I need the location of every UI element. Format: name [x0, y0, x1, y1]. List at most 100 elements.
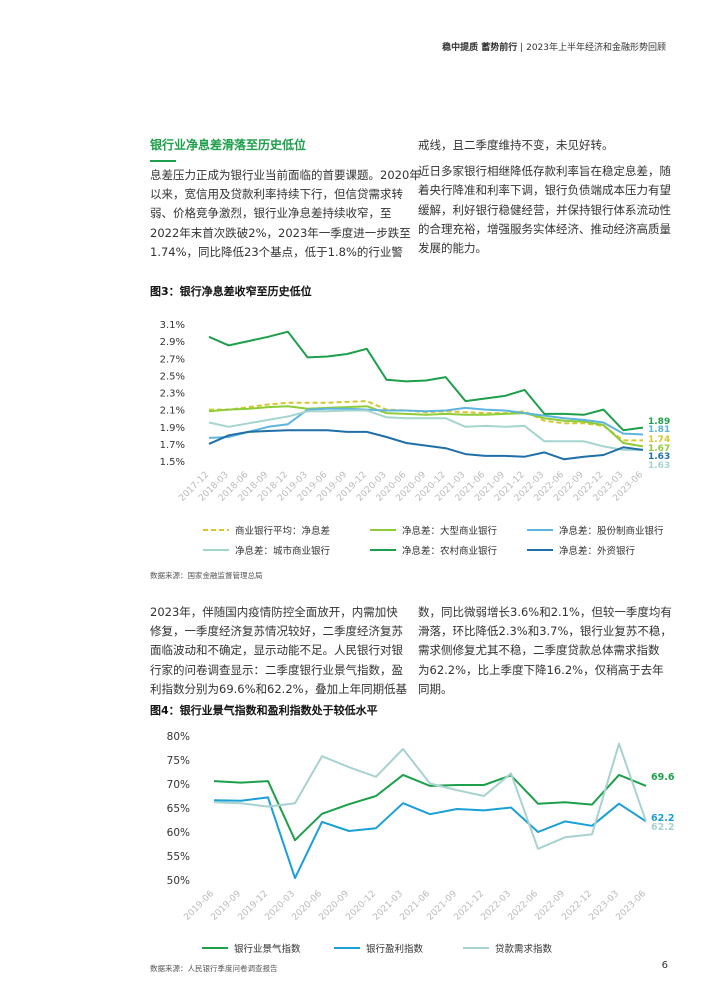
x-tick-label: 2018-06	[217, 470, 251, 504]
paragraph-right-2: 数，同比微弱增长3.6%和2.1%，但较一季度均有 滑落，环比降低2.3%和3.7…	[418, 603, 672, 699]
series-line-2	[208, 405, 644, 448]
paragraph-line: 息差压力正成为银行业当前面临的首要课题。2020年	[150, 168, 421, 182]
header-bold: 稳中提质 蓄势前行	[442, 43, 518, 53]
series-line-6	[208, 429, 644, 461]
y-tick-label: 70%	[167, 779, 190, 791]
paragraph-line: 面临波动和不确定，显示动能不足。人民银行对银	[150, 643, 403, 658]
x-tick-label: 2022-12	[572, 470, 606, 504]
x-tick-label: 2023-03	[592, 470, 626, 504]
x-tick-label: 2022-09	[533, 889, 567, 923]
x-tick-label: 2019-03	[276, 470, 310, 504]
section-rule	[150, 160, 176, 162]
x-tick-label: 2021-09	[425, 889, 459, 923]
paragraph-line: 着央行降准和利率下调，银行负债端成本压力有望	[418, 183, 671, 198]
x-tick-label: 2021-12	[493, 470, 527, 504]
paragraph-left-2: 2023年，伴随国内疫情防控全面放开，内需加快 修复，一季度经济复苏情况较好，二季…	[150, 603, 408, 699]
x-tick-label: 2020-06	[290, 889, 324, 923]
x-tick-label: 2021-09	[473, 470, 507, 504]
x-tick-label: 2018-09	[237, 470, 271, 504]
series-end-label: 1.89	[648, 417, 670, 427]
series-end-label: 1.63	[648, 461, 670, 471]
x-tick-label: 2020-09	[317, 889, 351, 923]
paragraph-line: 的合理充裕，增强服务实体经济、推动经济高质量	[418, 221, 671, 236]
x-tick-label: 2019-12	[335, 470, 369, 504]
x-tick-label: 2022-06	[533, 470, 567, 504]
x-tick-label: 2020-06	[375, 470, 409, 504]
legend-label: 银行业景气指数	[234, 943, 301, 955]
x-tick-label: 2022-03	[479, 889, 513, 923]
paragraph-line: 利指数分别为69.6%和62.2%，叠加上年同期低基	[150, 681, 408, 696]
legend-label: 净息差：大型商业银行	[402, 525, 498, 537]
y-tick-label: 1.9%	[160, 423, 185, 434]
paragraph-line: 数，同比微弱增长3.6%和2.1%，但较一季度均有	[418, 605, 672, 619]
legend-label: 净息差：股份制商业银行	[559, 525, 664, 537]
legend-label: 商业银行平均：净息差	[235, 525, 330, 537]
series-line-2	[213, 796, 647, 880]
x-tick-label: 2021-03	[371, 889, 405, 923]
paragraph-line	[418, 155, 668, 162]
series-end-label: 1.67	[648, 444, 670, 454]
y-tick-label: 60%	[167, 827, 190, 839]
y-tick-label: 55%	[167, 851, 190, 863]
x-tick-label: 2020-12	[344, 889, 378, 923]
x-tick-label: 2020-03	[355, 470, 389, 504]
series-line-1	[209, 400, 643, 442]
y-tick-label: 2.5%	[160, 371, 185, 382]
x-tick-label: 2022-09	[552, 470, 586, 504]
series-end-label: 1.81	[648, 425, 670, 435]
paragraph-left-1: 息差压力正成为银行业当前面临的首要课题。2020年 以来，宽信用及贷款利率持续下行…	[150, 166, 421, 262]
header-sep: |	[520, 43, 524, 53]
paragraph-line: 戒线，且二季度维持不变，未见好转。	[418, 138, 614, 152]
y-tick-label: 2.9%	[160, 337, 185, 348]
y-tick-label: 65%	[167, 803, 190, 815]
legend-label: 净息差：城市商业银行	[235, 545, 331, 557]
figure-4-title: 图4：银行业景气指数和盈利指数处于较低水平	[150, 704, 378, 717]
series-end-label: 62.2	[651, 813, 674, 824]
x-tick-label: 2020-09	[394, 470, 428, 504]
figure-4-source: 数据来源：人民银行季度问卷调查报告	[150, 964, 278, 973]
x-tick-label: 2021-03	[434, 470, 468, 504]
x-tick-label: 2021-06	[398, 889, 432, 923]
x-tick-label: 2021-06	[454, 470, 488, 504]
y-tick-label: 2.7%	[160, 354, 185, 365]
y-tick-label: 2.1%	[160, 406, 185, 417]
page-number: 6	[661, 960, 668, 971]
paragraph-line: 修复，一季度经济复苏情况较好，二季度经济复苏	[150, 624, 403, 639]
paragraph-line: 2022年末首次跌破2%，2023年一季度进一步跌至	[150, 225, 411, 240]
series-line-5	[208, 330, 644, 432]
section-title: 银行业净息差滑落至历史低位	[150, 138, 307, 152]
series-line-3	[208, 406, 644, 439]
paragraph-line: 行家的问卷调查显示：二季度银行业景气指数，盈	[150, 662, 403, 677]
y-tick-label: 1.7%	[160, 440, 185, 451]
x-tick-label: 2019-12	[236, 889, 270, 923]
x-tick-label: 2019-09	[209, 889, 243, 923]
y-tick-label: 75%	[167, 755, 190, 767]
paragraph-line: 以来，宽信用及贷款利率持续下行，但信贷需求转	[150, 187, 403, 202]
x-tick-label: 2022-03	[513, 470, 547, 504]
x-tick-label: 2019-06	[296, 470, 330, 504]
y-tick-label: 2.3%	[160, 389, 185, 400]
x-tick-label: 2022-06	[506, 889, 540, 923]
paragraph-line: 弱、价格竞争激烈，银行业净息差持续收窄，至	[150, 206, 392, 221]
y-tick-label: 50%	[167, 875, 190, 887]
paragraph-line: 需求侧修复尤其不稳，二季度贷款总体需求指数	[418, 643, 660, 658]
x-tick-label: 2020-12	[414, 470, 448, 504]
paragraph-line: 2023年，伴随国内疫情防控全面放开，内需加快	[150, 605, 398, 619]
legend-label: 贷款需求指数	[495, 943, 553, 955]
figure-3-title: 图3：银行净息差收窄至历史低位	[150, 285, 312, 298]
paragraph-line: 缓解，利好银行稳健经营，并保持银行体系流动性	[418, 202, 671, 217]
paragraph-line: 1.74%，同比降低23个基点，低于1.8%的行业警	[150, 244, 403, 259]
paragraph-right-1: 戒线，且二季度维持不变，未见好转。 近日多家银行相继降低存款利率旨在稳定息差，随…	[418, 136, 671, 258]
x-tick-label: 2021-12	[452, 889, 486, 923]
x-tick-label: 2023-03	[587, 889, 621, 923]
x-tick-label: 2018-03	[197, 470, 231, 504]
x-tick-label: 2019-06	[182, 889, 216, 923]
x-tick-label: 2019-09	[316, 470, 350, 504]
series-line-1	[213, 773, 647, 842]
page-header: 稳中提质 蓄势前行 | 2023年上半年经济和金融形势回顾	[442, 40, 666, 53]
x-tick-label: 2020-03	[263, 889, 297, 923]
series-line-4	[208, 409, 643, 451]
legend-label: 银行盈利指数	[366, 943, 424, 955]
series-line-3	[213, 742, 647, 850]
paragraph-line: 滑落，环比降低2.3%和3.7%，银行业复苏不稳，	[418, 624, 672, 639]
